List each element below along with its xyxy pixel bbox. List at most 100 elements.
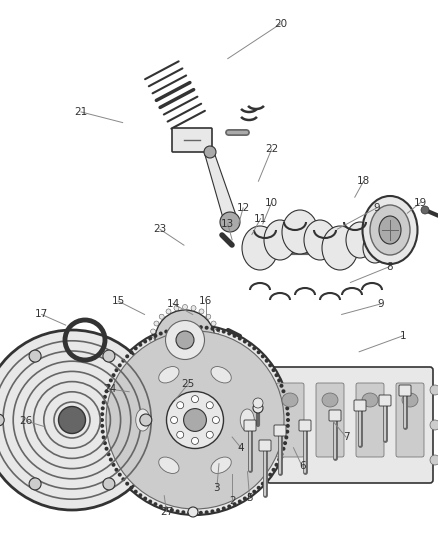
Circle shape (277, 458, 281, 462)
FancyBboxPatch shape (379, 395, 391, 406)
Circle shape (112, 463, 116, 467)
Circle shape (187, 511, 191, 515)
Circle shape (100, 418, 104, 422)
Circle shape (265, 359, 268, 363)
Circle shape (253, 398, 263, 408)
Circle shape (238, 336, 242, 341)
Circle shape (283, 441, 287, 445)
Ellipse shape (363, 233, 387, 263)
Circle shape (191, 438, 198, 445)
Circle shape (212, 416, 219, 424)
FancyBboxPatch shape (299, 420, 311, 431)
Circle shape (272, 368, 276, 372)
Text: 23: 23 (153, 224, 166, 234)
Circle shape (286, 418, 290, 422)
Circle shape (252, 490, 256, 494)
Text: 2: 2 (229, 496, 236, 506)
Ellipse shape (381, 246, 399, 260)
Circle shape (166, 392, 223, 448)
Circle shape (59, 407, 85, 433)
Circle shape (211, 321, 216, 326)
Circle shape (114, 468, 118, 472)
Circle shape (214, 346, 219, 351)
Circle shape (106, 452, 110, 456)
Circle shape (176, 510, 180, 513)
Circle shape (216, 508, 220, 512)
Circle shape (109, 378, 113, 382)
Circle shape (215, 337, 220, 343)
Circle shape (164, 329, 168, 334)
Circle shape (176, 327, 180, 330)
Circle shape (285, 406, 289, 410)
FancyBboxPatch shape (356, 383, 384, 457)
Circle shape (265, 477, 268, 481)
Circle shape (275, 463, 279, 467)
Circle shape (210, 327, 215, 330)
Circle shape (138, 493, 142, 497)
Circle shape (205, 510, 208, 514)
Circle shape (193, 325, 197, 329)
Circle shape (125, 354, 129, 358)
Text: 21: 21 (74, 107, 88, 117)
Circle shape (199, 366, 204, 371)
Circle shape (138, 343, 142, 347)
Text: 3: 3 (213, 483, 220, 492)
Circle shape (260, 385, 270, 395)
Circle shape (102, 401, 106, 405)
Circle shape (174, 305, 179, 311)
Circle shape (103, 350, 115, 362)
Ellipse shape (362, 393, 378, 407)
Circle shape (279, 452, 283, 456)
Circle shape (214, 329, 219, 334)
Circle shape (222, 329, 226, 334)
Ellipse shape (211, 457, 231, 473)
Circle shape (181, 510, 185, 514)
Circle shape (284, 435, 288, 439)
Text: 4: 4 (237, 443, 244, 453)
Text: 13: 13 (221, 219, 234, 229)
Text: 26: 26 (20, 416, 33, 426)
Circle shape (103, 441, 107, 445)
Circle shape (183, 370, 187, 376)
Circle shape (148, 336, 152, 341)
Circle shape (100, 325, 290, 515)
Circle shape (184, 409, 206, 431)
Circle shape (105, 447, 109, 451)
Circle shape (268, 364, 272, 367)
Text: 7: 7 (343, 432, 350, 442)
FancyBboxPatch shape (399, 385, 411, 396)
Ellipse shape (282, 393, 298, 407)
Text: 17: 17 (35, 310, 48, 319)
Circle shape (103, 395, 107, 399)
Circle shape (164, 506, 168, 511)
Circle shape (252, 346, 256, 350)
Circle shape (204, 146, 216, 158)
FancyBboxPatch shape (267, 367, 433, 483)
Circle shape (159, 361, 164, 366)
Circle shape (272, 468, 276, 472)
Ellipse shape (346, 222, 374, 258)
Ellipse shape (379, 216, 401, 244)
Circle shape (166, 366, 171, 371)
Circle shape (151, 329, 155, 334)
Circle shape (199, 511, 203, 515)
Circle shape (106, 384, 110, 388)
Text: 27: 27 (160, 507, 173, 516)
Circle shape (140, 414, 152, 426)
Circle shape (109, 458, 113, 462)
FancyBboxPatch shape (316, 383, 344, 457)
Circle shape (206, 402, 213, 409)
Circle shape (430, 455, 438, 465)
Circle shape (143, 340, 147, 343)
Ellipse shape (322, 226, 358, 270)
Text: 15: 15 (112, 296, 125, 306)
Circle shape (216, 328, 220, 332)
Circle shape (261, 354, 265, 358)
Circle shape (177, 431, 184, 438)
Circle shape (187, 325, 191, 329)
FancyBboxPatch shape (172, 128, 212, 152)
Ellipse shape (159, 457, 179, 473)
FancyBboxPatch shape (259, 440, 271, 451)
Polygon shape (205, 155, 237, 218)
Circle shape (181, 326, 185, 330)
